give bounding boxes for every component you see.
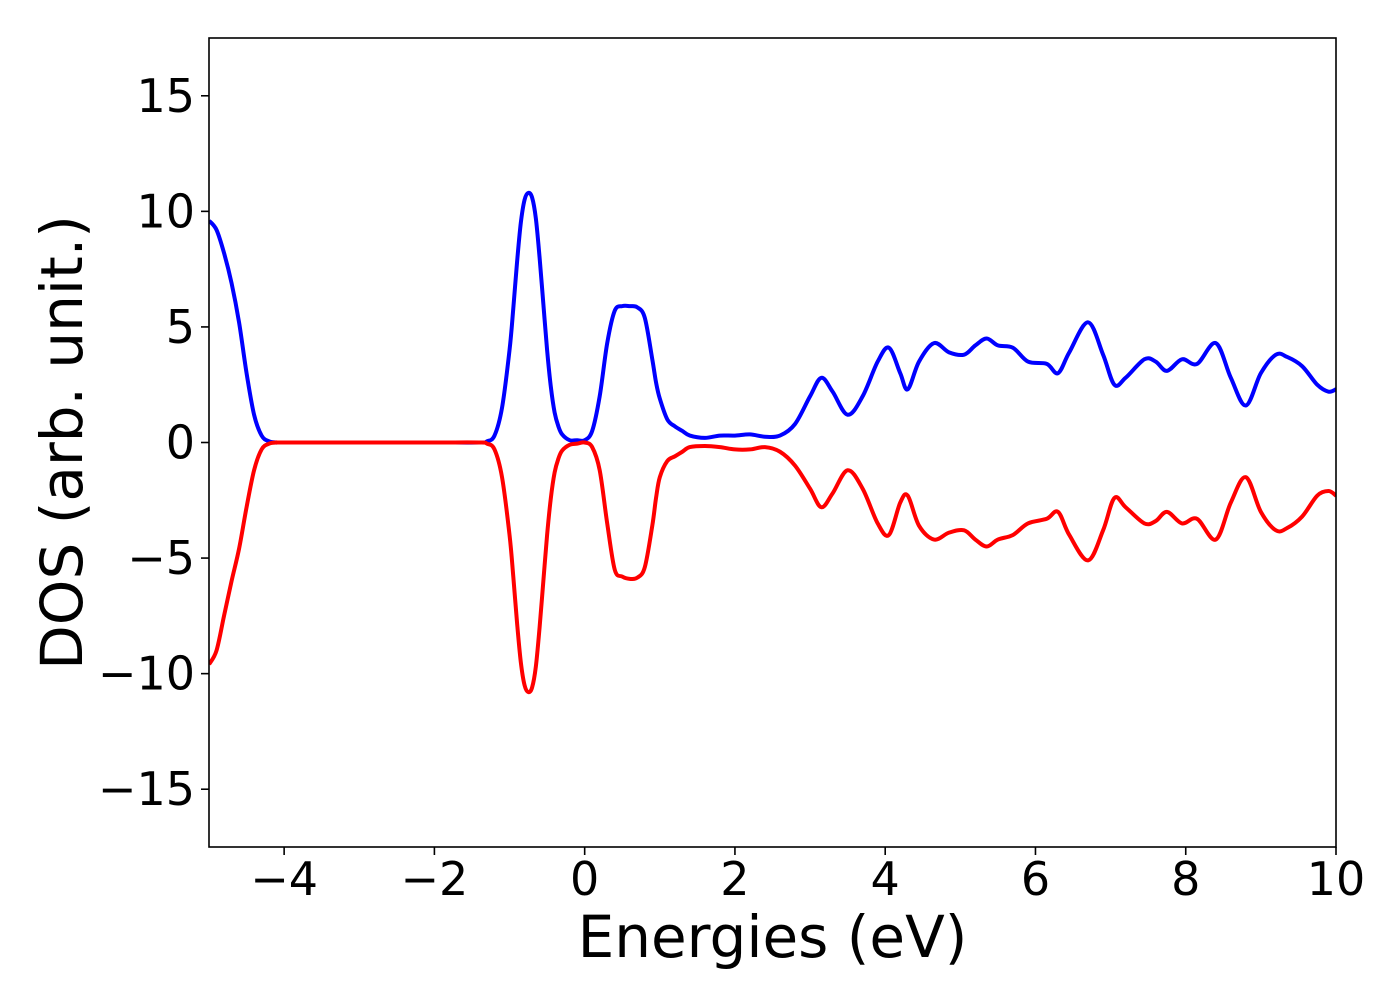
y-tick-label: 15 — [136, 69, 195, 123]
x-tick-label: 6 — [1021, 852, 1050, 906]
x-tick-label: 2 — [720, 852, 749, 906]
series-line-0 — [209, 190, 1336, 445]
x-tick-label: 8 — [1171, 852, 1200, 906]
y-tick-label: 0 — [166, 416, 195, 470]
y-tick-label: −10 — [98, 647, 195, 701]
x-axis-title: Energies (eV) — [578, 903, 968, 971]
y-tick-label: −5 — [127, 531, 195, 585]
ticks-layer: −4 −2 0 2 4 6 8 10 15 10 5 0 −5 −10 −15 — [98, 69, 1365, 906]
x-tick-label: −4 — [250, 852, 318, 906]
x-tick-label: 0 — [570, 852, 599, 906]
y-axis-title: DOS (arb. unit.) — [28, 215, 96, 670]
y-tick-label: 10 — [136, 184, 195, 238]
x-tick-label: 10 — [1307, 852, 1366, 906]
x-tick-label: −2 — [400, 852, 468, 906]
series-layer — [209, 190, 1336, 695]
series-line-1 — [209, 440, 1336, 695]
y-tick-label: 5 — [166, 300, 195, 354]
x-tick-label: 4 — [871, 852, 900, 906]
y-tick-label: −15 — [98, 762, 195, 816]
